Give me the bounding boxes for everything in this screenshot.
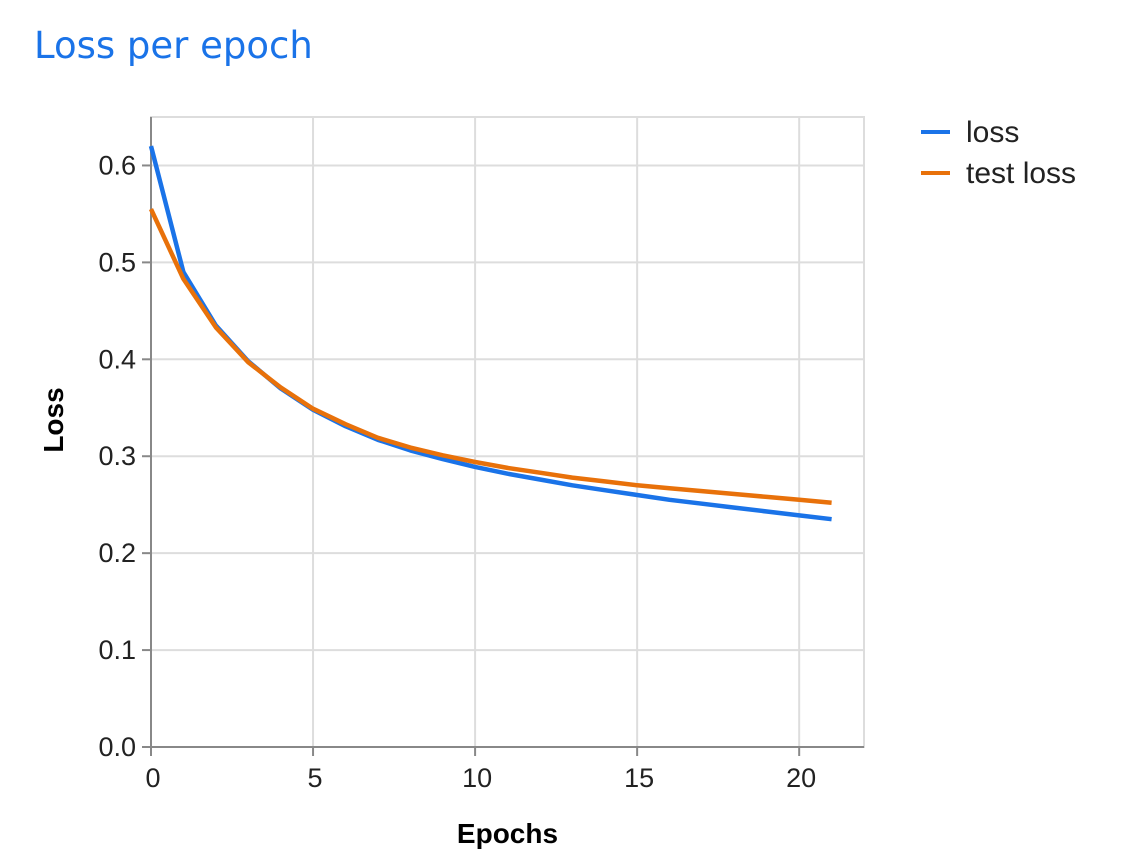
y-tick-label: 0.5 — [98, 247, 136, 277]
y-axis-title: Loss — [38, 387, 69, 452]
x-axis-title: Epochs — [457, 818, 558, 849]
series-lines — [148, 145, 832, 522]
y-tick-label: 0.0 — [98, 732, 136, 762]
x-tick-label: 5 — [308, 763, 323, 793]
y-tick-label: 0.4 — [98, 344, 136, 374]
y-tick-label: 0.1 — [98, 635, 136, 665]
grid — [150, 116, 865, 748]
chart-title: Loss per epoch — [34, 24, 313, 67]
x-tick-label: 0 — [145, 763, 160, 793]
y-tick-label: 0.6 — [98, 150, 136, 180]
series-line-test-loss — [148, 208, 832, 506]
x-tick-label: 15 — [624, 763, 654, 793]
y-tick-label: 0.2 — [98, 538, 136, 568]
legend: loss test loss — [921, 116, 1076, 190]
legend-label-test-loss: test loss — [966, 157, 1076, 190]
x-tick-label: 20 — [786, 763, 816, 793]
tick-labels: 0.0 0.1 0.2 0.3 0.4 0.5 0.6 0 5 10 15 20 — [98, 150, 816, 793]
x-tick-label: 10 — [462, 763, 492, 793]
axes — [142, 117, 864, 756]
y-tick-label: 0.3 — [98, 441, 136, 471]
legend-label-loss: loss — [966, 116, 1019, 149]
plot-frame — [150, 116, 865, 748]
